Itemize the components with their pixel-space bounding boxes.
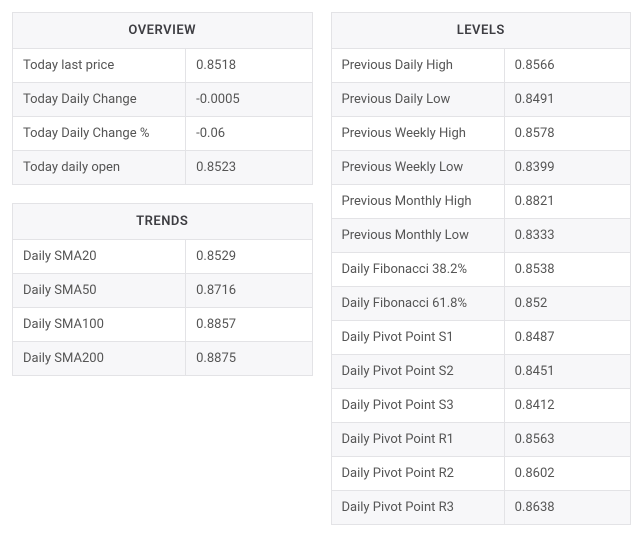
row-label: Daily Fibonacci 38.2%: [332, 253, 505, 286]
row-value: 0.8518: [186, 49, 311, 82]
row-label: Daily Pivot Point S1: [332, 321, 505, 354]
levels-title: LEVELS: [332, 13, 631, 49]
row-label: Daily SMA50: [13, 274, 186, 307]
trends-rows: Daily SMA200.8529Daily SMA500.8716Daily …: [13, 240, 312, 375]
overview-rows: Today last price0.8518Today Daily Change…: [13, 49, 312, 184]
row-value: 0.8523: [186, 151, 311, 184]
row-label: Daily SMA100: [13, 308, 186, 341]
table-row: Previous Monthly High0.8821: [332, 185, 631, 219]
table-row: Daily Pivot Point S20.8451: [332, 355, 631, 389]
table-row: Today daily open0.8523: [13, 151, 312, 184]
row-value: 0.8333: [505, 219, 630, 252]
row-label: Previous Daily Low: [332, 83, 505, 116]
trends-title: TRENDS: [13, 204, 312, 240]
row-label: Previous Weekly High: [332, 117, 505, 150]
row-value: 0.8638: [505, 491, 630, 524]
row-value: 0.8578: [505, 117, 630, 150]
table-row: Daily Pivot Point R20.8602: [332, 457, 631, 491]
row-label: Daily Pivot Point R3: [332, 491, 505, 524]
overview-title: OVERVIEW: [13, 13, 312, 49]
row-label: Today last price: [13, 49, 186, 82]
table-row: Today Daily Change-0.0005: [13, 83, 312, 117]
right-column: LEVELS Previous Daily High0.8566Previous…: [331, 12, 632, 543]
row-value: 0.8821: [505, 185, 630, 218]
row-label: Daily SMA200: [13, 342, 186, 375]
row-value: 0.8602: [505, 457, 630, 490]
table-row: Daily SMA1000.8857: [13, 308, 312, 342]
table-row: Today last price0.8518: [13, 49, 312, 83]
row-value: 0.8399: [505, 151, 630, 184]
row-value: 0.8566: [505, 49, 630, 82]
row-value: 0.8538: [505, 253, 630, 286]
table-row: Previous Daily Low0.8491: [332, 83, 631, 117]
row-value: 0.8857: [186, 308, 311, 341]
row-value: 0.8875: [186, 342, 311, 375]
row-value: 0.8529: [186, 240, 311, 273]
row-label: Daily Pivot Point R2: [332, 457, 505, 490]
row-label: Previous Daily High: [332, 49, 505, 82]
row-value: -0.06: [186, 117, 311, 150]
row-label: Previous Weekly Low: [332, 151, 505, 184]
row-label: Daily Pivot Point S3: [332, 389, 505, 422]
overview-panel: OVERVIEW Today last price0.8518Today Dai…: [12, 12, 313, 185]
levels-rows: Previous Daily High0.8566Previous Daily …: [332, 49, 631, 524]
table-row: Daily Pivot Point S10.8487: [332, 321, 631, 355]
table-row: Daily SMA2000.8875: [13, 342, 312, 375]
row-label: Previous Monthly High: [332, 185, 505, 218]
row-value: 0.8716: [186, 274, 311, 307]
row-label: Today daily open: [13, 151, 186, 184]
row-label: Today Daily Change: [13, 83, 186, 116]
row-label: Daily Fibonacci 61.8%: [332, 287, 505, 320]
table-row: Daily Pivot Point R30.8638: [332, 491, 631, 524]
table-row: Daily SMA200.8529: [13, 240, 312, 274]
row-label: Daily Pivot Point S2: [332, 355, 505, 388]
trends-panel: TRENDS Daily SMA200.8529Daily SMA500.871…: [12, 203, 313, 376]
levels-panel: LEVELS Previous Daily High0.8566Previous…: [331, 12, 632, 525]
row-value: 0.8451: [505, 355, 630, 388]
table-row: Daily SMA500.8716: [13, 274, 312, 308]
row-value: 0.8563: [505, 423, 630, 456]
table-row: Daily Pivot Point R10.8563: [332, 423, 631, 457]
table-row: Daily Pivot Point S30.8412: [332, 389, 631, 423]
table-row: Daily Fibonacci 61.8%0.852: [332, 287, 631, 321]
row-value: 0.8491: [505, 83, 630, 116]
table-row: Previous Weekly Low0.8399: [332, 151, 631, 185]
row-label: Daily Pivot Point R1: [332, 423, 505, 456]
tables-wrap: OVERVIEW Today last price0.8518Today Dai…: [12, 12, 631, 543]
row-label: Previous Monthly Low: [332, 219, 505, 252]
row-label: Daily SMA20: [13, 240, 186, 273]
row-value: 0.8487: [505, 321, 630, 354]
row-value: 0.852: [505, 287, 630, 320]
table-row: Daily Fibonacci 38.2%0.8538: [332, 253, 631, 287]
row-value: -0.0005: [186, 83, 311, 116]
left-column: OVERVIEW Today last price0.8518Today Dai…: [12, 12, 313, 394]
row-label: Today Daily Change %: [13, 117, 186, 150]
row-value: 0.8412: [505, 389, 630, 422]
table-row: Previous Daily High0.8566: [332, 49, 631, 83]
table-row: Today Daily Change %-0.06: [13, 117, 312, 151]
table-row: Previous Weekly High0.8578: [332, 117, 631, 151]
table-row: Previous Monthly Low0.8333: [332, 219, 631, 253]
